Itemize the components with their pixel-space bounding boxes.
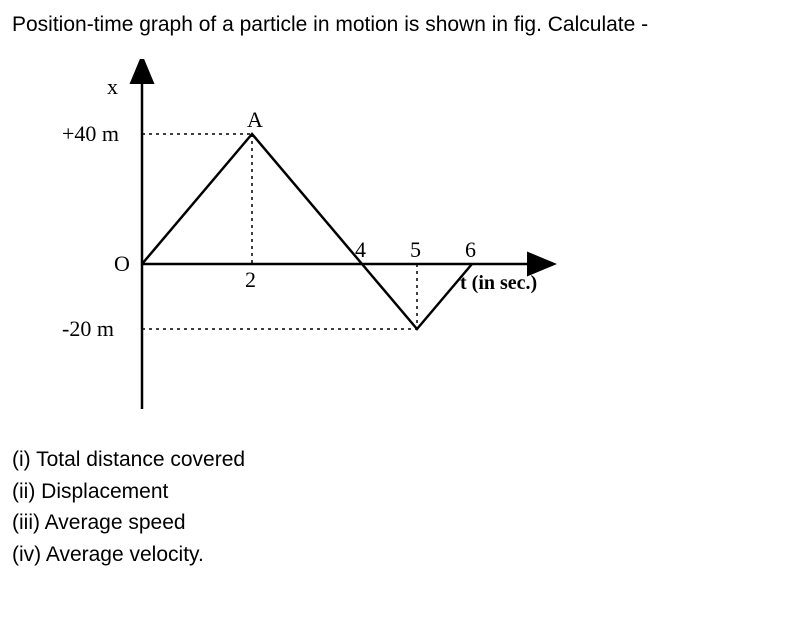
part-ii: (ii) Displacement — [12, 476, 788, 508]
part-iv: (iv) Average velocity. — [12, 539, 788, 571]
xtick-4: 4 — [355, 237, 366, 262]
x-axis-unit: t (in sec.) — [460, 272, 537, 294]
part-i: (i) Total distance covered — [12, 444, 788, 476]
position-time-graph: x t (in sec.) O A +40 m -20 m 2 4 5 6 — [52, 59, 572, 419]
xtick-6: 6 — [465, 237, 476, 262]
xtick-5: 5 — [410, 237, 421, 262]
ytick-minus20: -20 m — [62, 316, 114, 341]
xtick-2: 2 — [245, 267, 256, 292]
y-axis-label: x — [107, 74, 118, 99]
graph-svg: x t (in sec.) O A +40 m -20 m 2 4 5 6 — [52, 59, 572, 419]
question-prompt: Position-time graph of a particle in mot… — [12, 10, 788, 39]
peak-label: A — [247, 107, 263, 132]
graph-polyline — [142, 134, 472, 329]
part-iii: (iii) Average speed — [12, 507, 788, 539]
origin-label: O — [114, 251, 130, 276]
question-parts: (i) Total distance covered (ii) Displace… — [12, 444, 788, 570]
ytick-40: +40 m — [62, 121, 119, 146]
